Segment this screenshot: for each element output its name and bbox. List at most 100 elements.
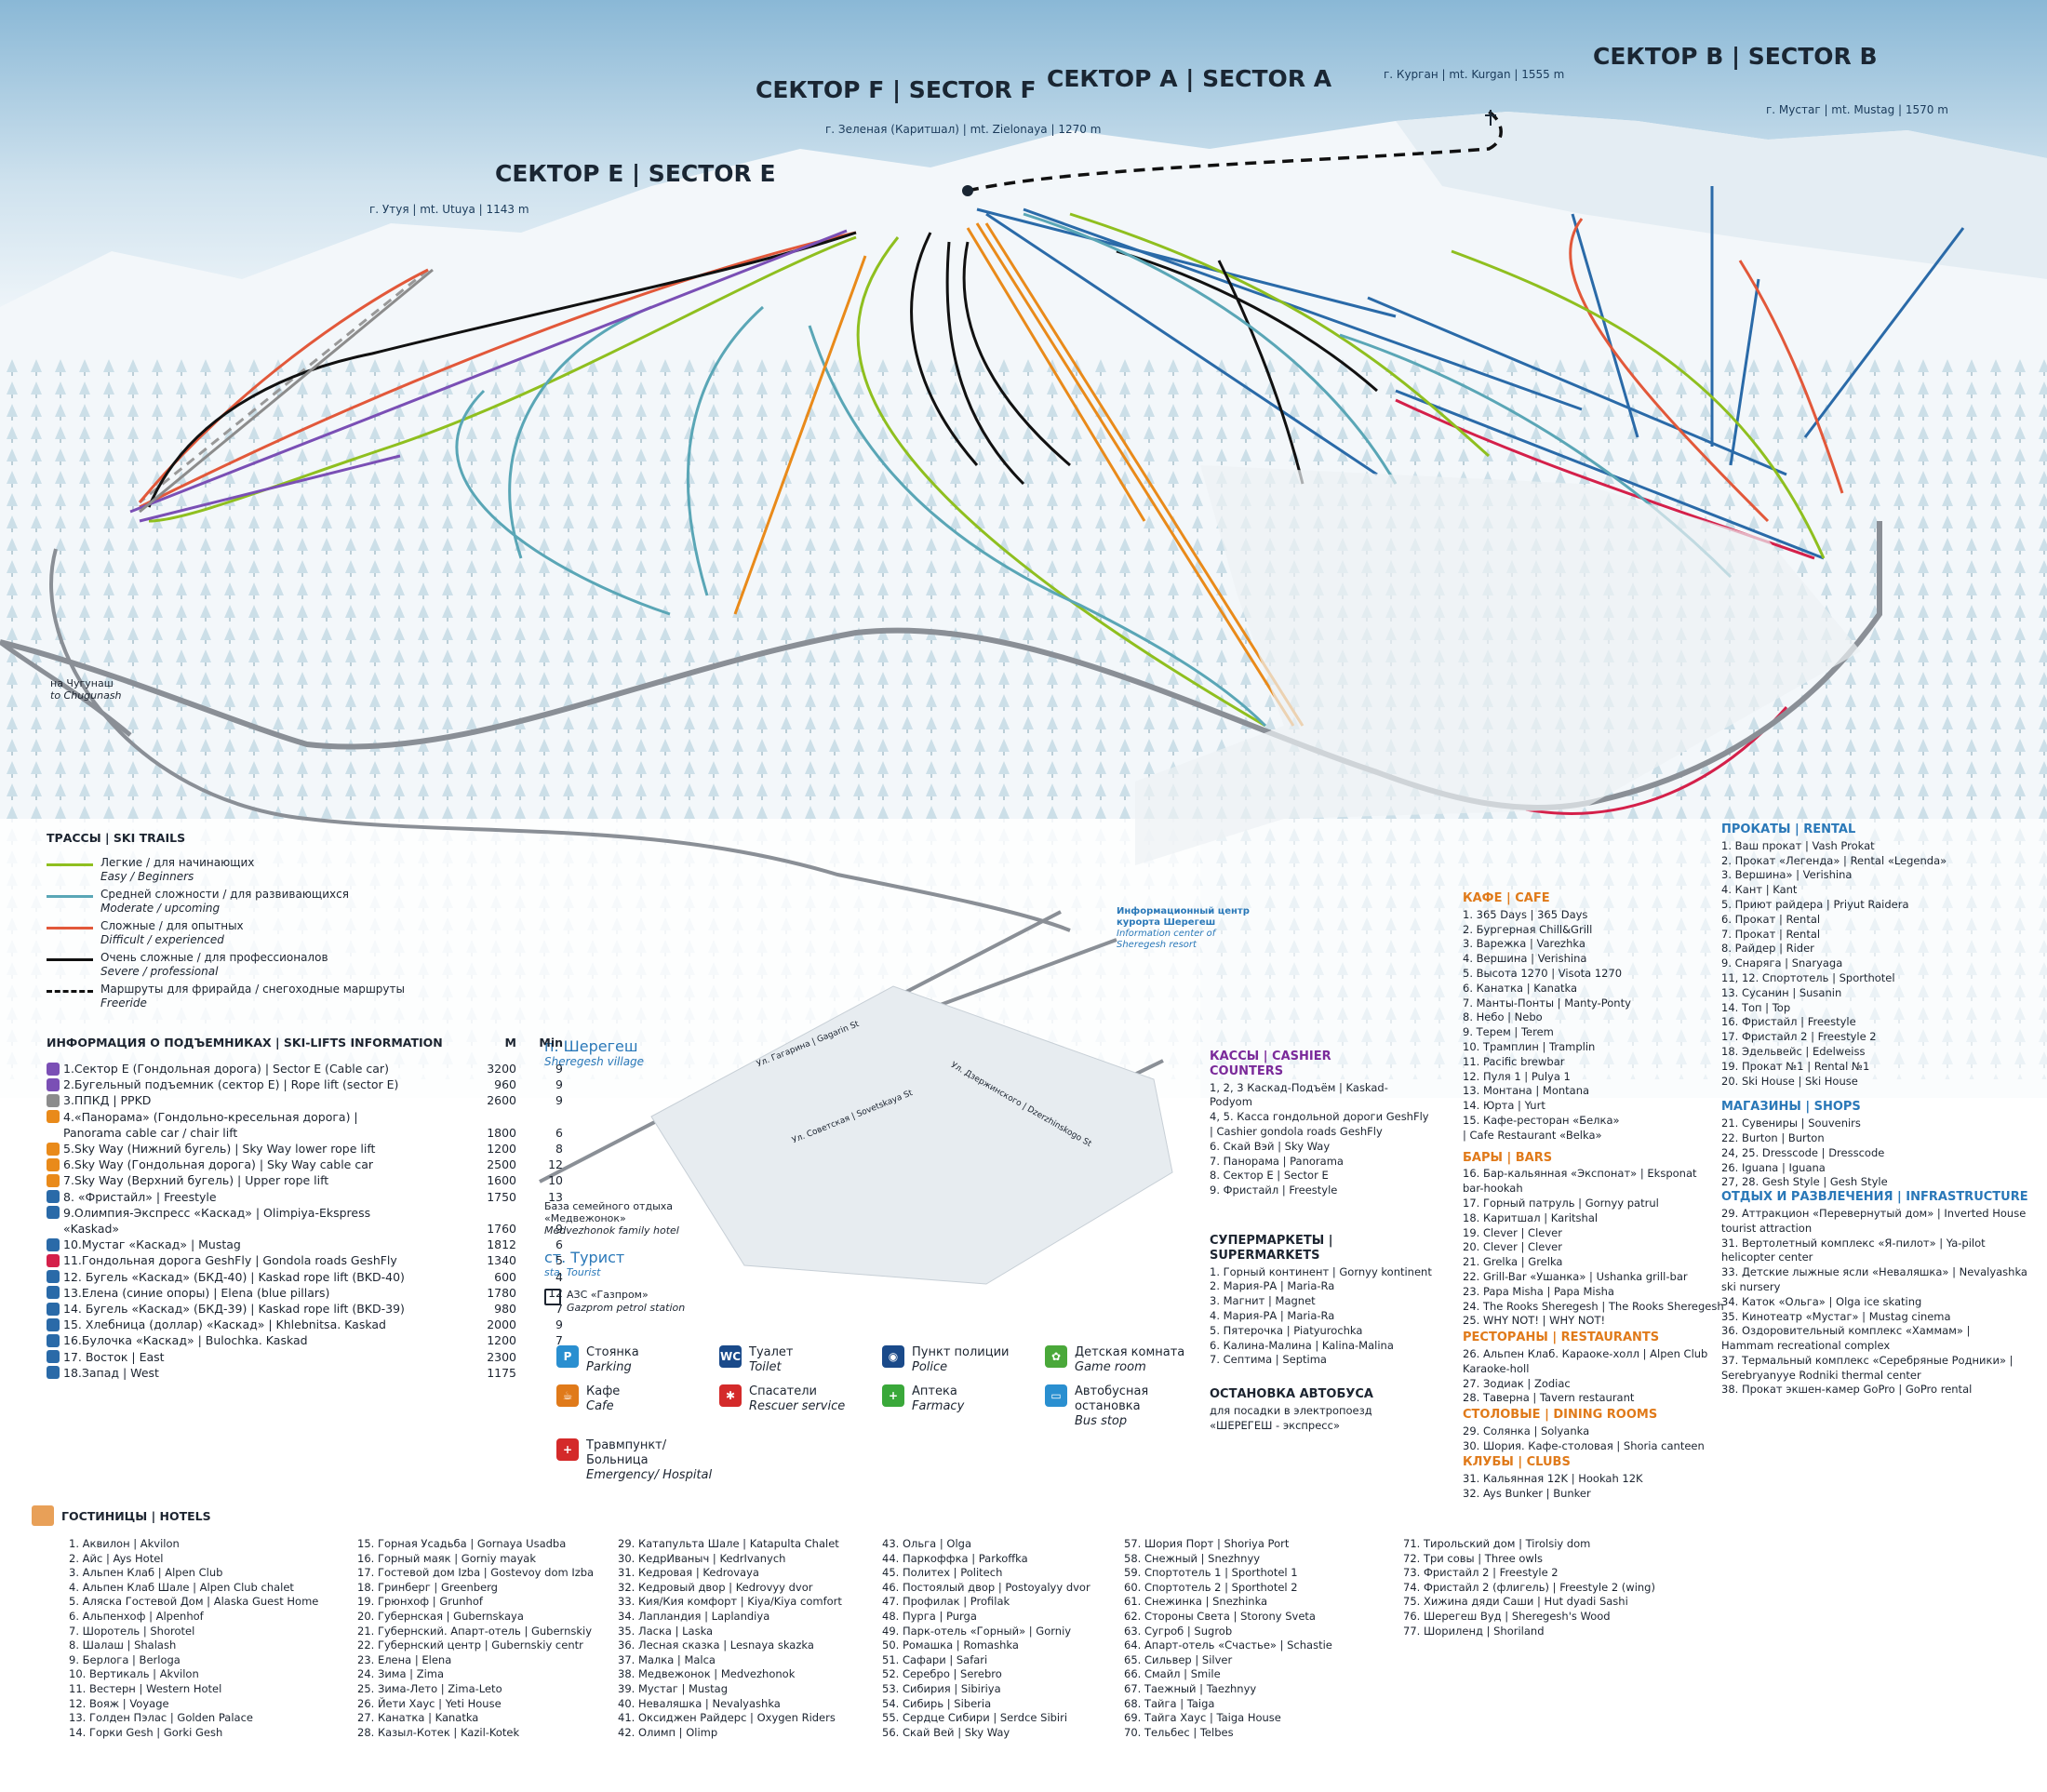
hotel-item: 3. Альпен Клаб | Alpen Club <box>69 1566 223 1580</box>
hotel-item: 76. Шерегеш Вуд | Sheregesh's Wood <box>1403 1609 1611 1623</box>
rental-title: ПРОКАТЫ | RENTAL <box>1721 822 1856 836</box>
lift-12 <box>1023 207 1583 411</box>
trails-list: Легкие / для начинающих Easy / Beginners С… <box>47 856 419 1010</box>
symbol-icon: P <box>556 1345 579 1368</box>
lift-row: 5.Sky Way (Нижний бугель) | Sky Way lowe… <box>47 1141 568 1157</box>
shops-item: 21. Сувениры | Souvenirs <box>1721 1117 1861 1130</box>
hotel-item: 62. Стороны Света | Storony Sveta <box>1124 1609 1316 1623</box>
lift-name: 4.«Панорама» (Гондольно-кресельная дорог… <box>47 1109 451 1125</box>
rental-item: 5. Приют райдера | Priyut Raidera <box>1721 897 1909 911</box>
lift-length: 2500 <box>487 1157 516 1172</box>
infra-item: 36. Оздоровительный комплекс «Хаммам» | <box>1721 1324 1971 1338</box>
trail-legend-en: Moderate / upcoming <box>100 902 221 915</box>
hotel-item: 57. Шория Порт | Shoriya Port <box>1124 1537 1290 1550</box>
trail-black-e <box>147 231 857 508</box>
symbols-legend: P Стоянка Parking WC Туалет Toilet ◉ Пункт поли… <box>556 1345 1208 1483</box>
cafe-item: 14. Юрта | Yurt <box>1463 1099 1545 1113</box>
lifts-col-m: M <box>504 1036 516 1050</box>
cashier-item: Podyom <box>1210 1095 1252 1109</box>
trail-blue-e2 <box>686 305 765 596</box>
clubs-item: 32. Ays Bunker | Bunker <box>1463 1487 1591 1501</box>
lift-minutes <box>516 1205 563 1221</box>
hotel-item: 40. Неваляшка | Nevalyashka <box>618 1696 781 1710</box>
cafe-item: 9. Терем | Terem <box>1463 1025 1554 1039</box>
lift-name: 10.Мустаг «Каскад» | Mustag <box>47 1237 451 1252</box>
lift-minutes: 5 <box>555 1253 563 1268</box>
bars-item: 25. WHY NOT! | WHY NOT! <box>1463 1314 1606 1328</box>
lift-length: 1175 <box>487 1365 516 1380</box>
lift-icon <box>47 1254 60 1268</box>
trail-legend-text: Очень сложные / для профессионалов Severe… <box>100 951 328 979</box>
symbol-text: Детская комната Game room <box>1075 1345 1184 1375</box>
hotel-item: 23. Елена | Elena <box>357 1652 452 1666</box>
hotel-item: 10. Вертикаль | Akvilon <box>69 1667 199 1681</box>
hotel-item: 73. Фристайл 2 | Freestyle 2 <box>1403 1566 1559 1580</box>
lifts-title: ИНФОРМАЦИЯ О ПОДЪЕМНИКАХ | SKI-LIFTS INF… <box>47 1036 443 1050</box>
lift-name-text: 16.Булочка «Каскад» | Bulochka. Kaskad <box>63 1333 308 1348</box>
rental-item: 8. Райдер | Rider <box>1721 942 1814 956</box>
symbol-ru: Кафе <box>586 1384 621 1398</box>
hotel-item: 75. Хижина дяди Саши | Hut dyadi Sashi <box>1403 1595 1628 1609</box>
supermarkets-item: 7. Септима | Septima <box>1210 1353 1327 1367</box>
infra-item: 34. Каток «Ольга» | Olga ice skating <box>1721 1294 1922 1308</box>
trail-red-a <box>1569 218 1844 523</box>
lift-length <box>451 1205 516 1221</box>
hotel-item: 38. Медвежонок | Medvezhonok <box>618 1667 796 1681</box>
lift-name: 12. Бугель «Каскад» (БКД-40) | Kaskad ro… <box>47 1269 451 1285</box>
symbol-en: Farmacy <box>912 1399 965 1413</box>
lift-name-text: 7.Sky Way (Верхний бугель) | Upper rope … <box>63 1173 329 1188</box>
hotel-item: 67. Таежный | Taezhnyy <box>1124 1681 1257 1695</box>
hotel-item: 2. Айс | Ays Hotel <box>69 1551 164 1565</box>
bars-list: 16. Бар-кальянная «Экспонат» | Eksponat b… <box>1463 1167 1742 1329</box>
hotel-item: 45. Политех | Politech <box>882 1566 1003 1580</box>
lift-row: 8. «Фристайл» | Freestyle 1750 13 <box>47 1189 568 1205</box>
cafe-item: 6. Канатка | Kanatka <box>1463 981 1578 995</box>
hotels-col-2: 15. Горная Усадьба | Gornaya Usadba 16. Г… <box>357 1537 618 1740</box>
lift-length: 1750 <box>487 1189 516 1204</box>
symbol-ru: Травмпункт/Больница <box>586 1438 667 1467</box>
lift-row: «Kaskad» 1760 9 <box>47 1221 568 1237</box>
symbol-text: Автобусная остановка Bus stop <box>1075 1384 1208 1429</box>
symbol-en: Rescuer service <box>749 1399 846 1413</box>
symbol-en: Game room <box>1075 1360 1146 1374</box>
rental-item: 9. Снаряга | Snaryaga <box>1721 956 1843 970</box>
lift-name: 1.Сектор Е (Гондольная дорога) | Sector … <box>47 1061 451 1077</box>
cafe-item: 11. Pacific brewbar <box>1463 1054 1565 1068</box>
lift-minutes: 9 <box>555 1062 563 1076</box>
bus-item: «ШЕРЕГЕШ - экспресс» <box>1210 1418 1340 1432</box>
trail-legend-text: Маршруты для фрирайда / снегоходные марш… <box>100 983 405 1010</box>
cafe-item: 4. Вершина | Verishina <box>1463 952 1587 966</box>
symbol-text: Стоянка Parking <box>586 1345 639 1375</box>
lift-icon <box>47 1062 60 1076</box>
road-loop <box>49 548 1071 932</box>
lift-minutes: 9 <box>555 1222 563 1237</box>
lift-length: 1200 <box>487 1333 516 1348</box>
trail-legend-en: Freeride <box>100 996 147 1010</box>
lift-minutes: 10 <box>548 1173 563 1188</box>
lift-length: 1760 <box>487 1222 516 1237</box>
hotel-item: 39. Мустаг | Mustag <box>618 1681 729 1695</box>
infra-item: Hammam recreational complex <box>1721 1339 1891 1353</box>
lift-minutes: 8 <box>555 1142 563 1157</box>
rental-item: 4. Кант | Kant <box>1721 883 1798 897</box>
bars-item: 19. Clever | Clever <box>1463 1225 1562 1239</box>
lift-icon <box>47 1286 60 1300</box>
trail-legend-row: Маршруты для фрирайда / снегоходные марш… <box>47 983 419 1010</box>
infra-title: ОТДЫХ И РАЗВЛЕЧЕНИЯ | INFRASTRUCTURE <box>1721 1190 2028 1205</box>
symbol-item: P Стоянка Parking <box>556 1345 719 1375</box>
hotel-item: 46. Постоялый двор | Postoyalyy dvor <box>882 1580 1090 1594</box>
bus-title: ОСТАНОВКА АВТОБУСА <box>1210 1387 1373 1401</box>
trail-legend-ru: Средней сложности / для развивающихся <box>100 888 349 901</box>
hotel-item: 30. КедрИваныч | KedrIvanych <box>618 1551 786 1565</box>
infra-item: 31. Вертолетный комплекс «Я-пилот» | Ya-… <box>1721 1236 1986 1250</box>
rental-item: 19. Прокат №1 | Rental №1 <box>1721 1059 1870 1073</box>
lift-name-text: Panorama cable car / chair lift <box>63 1125 238 1140</box>
lift-row: 17. Восток | East 2300 <box>47 1349 568 1365</box>
lift-8 <box>976 207 1397 318</box>
family-hotel-label: База семейного отдыха «Медвежонок» Medve… <box>544 1200 702 1237</box>
lift-length: 980 <box>494 1302 516 1317</box>
supermarkets-item: 3. Магнит | Magnet <box>1210 1294 1316 1308</box>
cashier-title: КАССЫ | CASHIER COUNTERS <box>1210 1050 1331 1078</box>
lift-minutes: 9 <box>555 1093 563 1108</box>
